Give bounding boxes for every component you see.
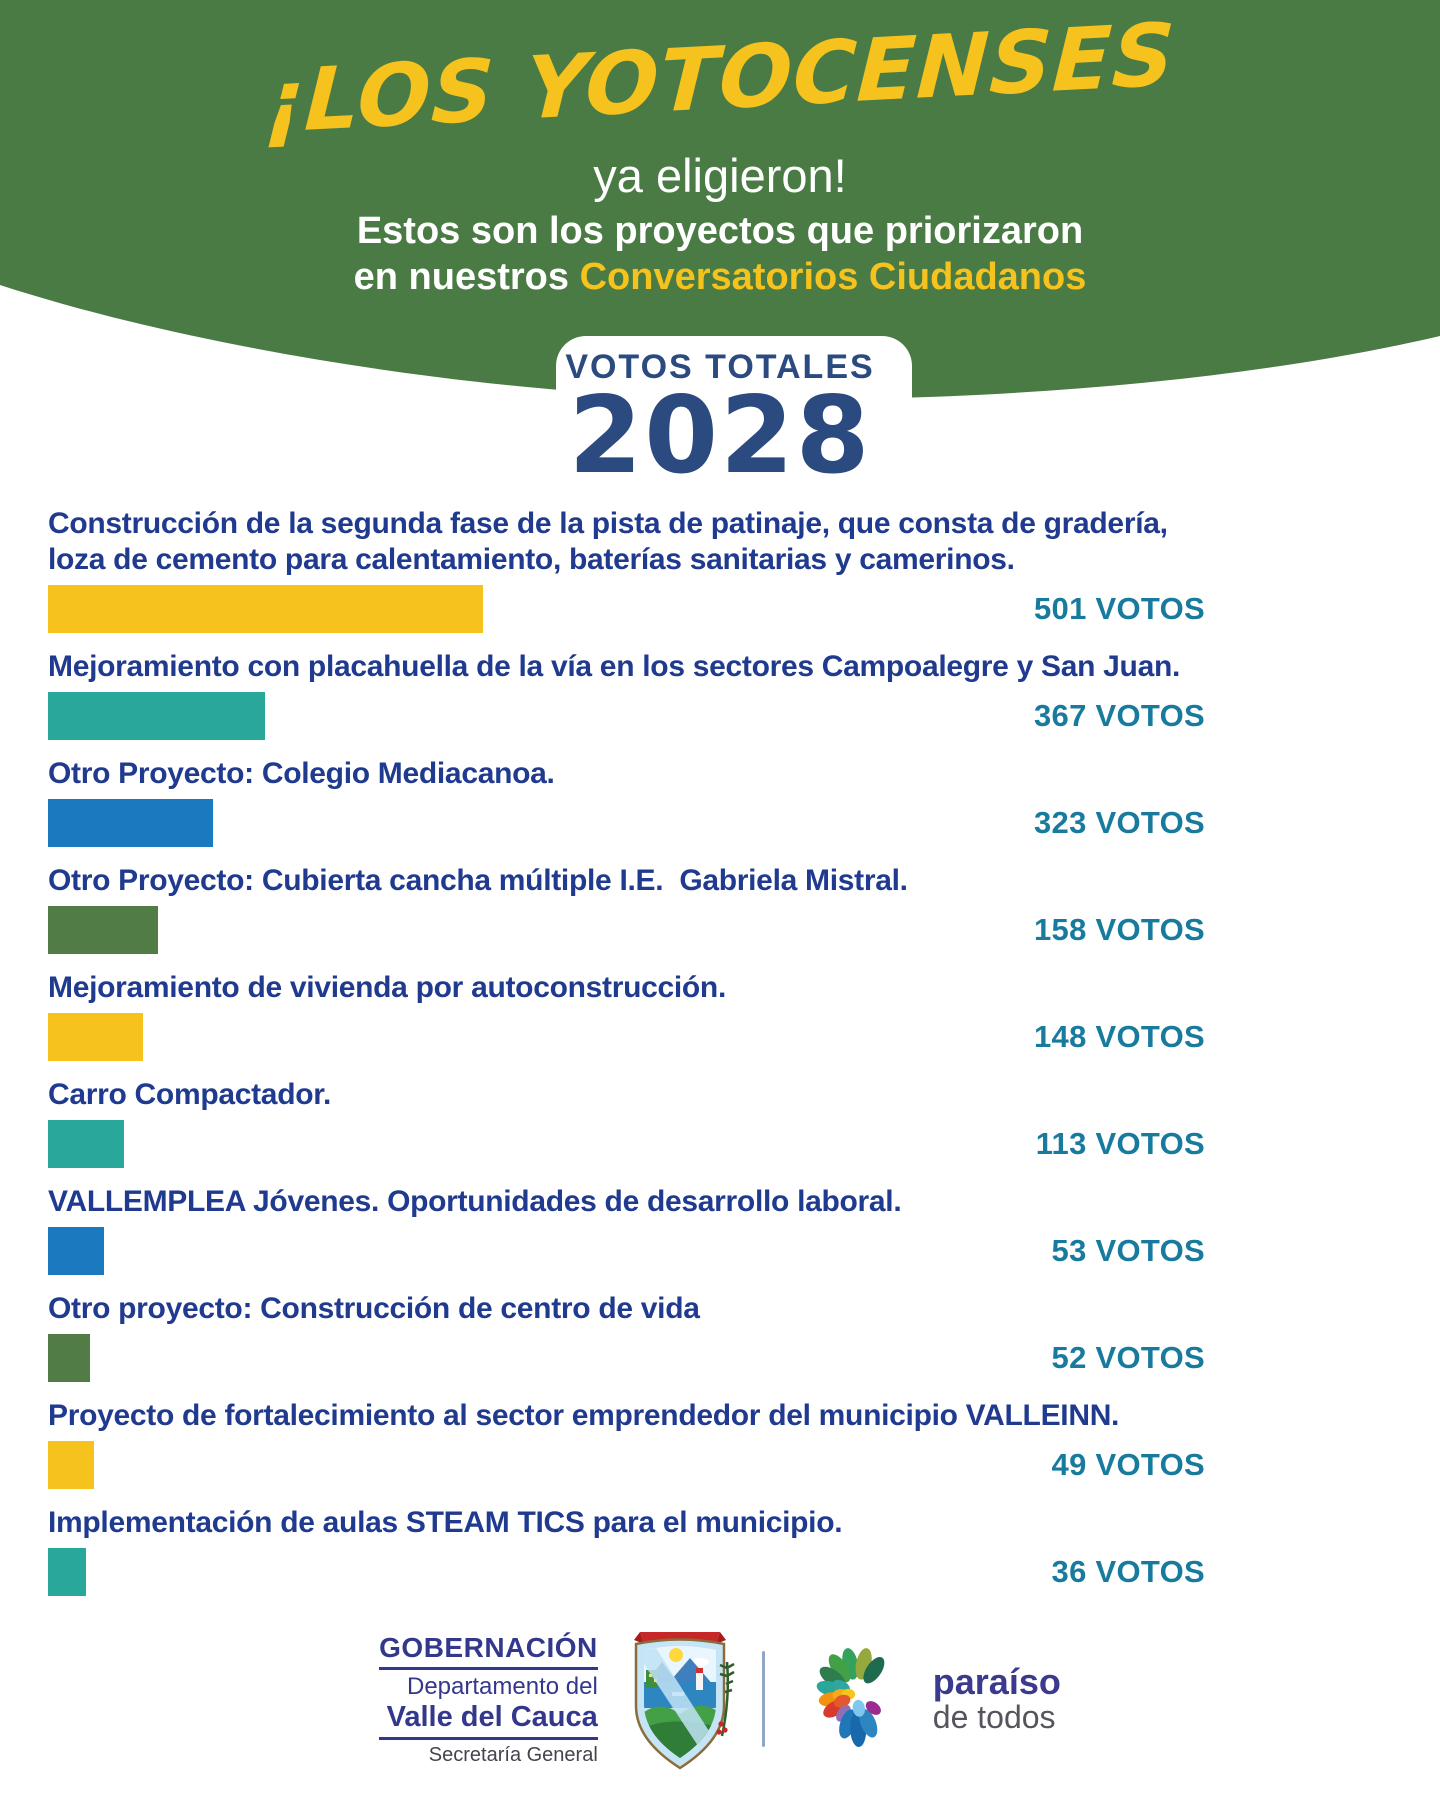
gobernacion-valle: Valle del Cauca	[379, 1701, 598, 1740]
project-votes: 53 VOTOS	[1051, 1233, 1205, 1268]
headline-subtitle: ya eligieron!	[593, 149, 847, 202]
project-title: Carro Compactador.	[48, 1078, 331, 1111]
paraiso-brand: paraíso de todos	[791, 1633, 1061, 1765]
project-votes: 49 VOTOS	[1051, 1447, 1205, 1482]
project-title: Implementación de aulas STEAM TICS para …	[48, 1506, 843, 1539]
project-title: Mejoramiento de vivienda por autoconstru…	[48, 971, 726, 1004]
project-row: Proyecto de fortalecimiento al sector em…	[48, 1398, 1205, 1489]
project-title: VALLEMPLEA Jóvenes. Oportunidades de des…	[48, 1185, 902, 1218]
header-banner: ¡LOS YOTOCENSES ya eligieron! Estos son …	[0, 0, 1440, 488]
project-row: Mejoramiento con placahuella de la vía e…	[48, 649, 1205, 740]
project-row: Carro Compactador. 113 VOTOS	[48, 1077, 1205, 1168]
totals-tab: VOTOS TOTALES 2028	[0, 348, 1440, 497]
project-row: VALLEMPLEA Jóvenes. Oportunidades de des…	[48, 1184, 1205, 1275]
project-row: Otro Proyecto: Colegio Mediacanoa. 323 V…	[48, 756, 1205, 847]
project-votes: 501 VOTOS	[1034, 591, 1205, 626]
intro-line-2-highlight: Conversatorios Ciudadanos	[579, 256, 1087, 298]
header-curve-background	[0, 0, 1440, 430]
totals-label: VOTOS TOTALES	[565, 348, 875, 386]
project-votes: 52 VOTOS	[1051, 1340, 1205, 1375]
project-row: Otro Proyecto: Cubierta cancha múltiple …	[48, 863, 1205, 954]
gobernacion-title: GOBERNACIÓN	[379, 1632, 598, 1671]
project-row: Otro proyecto: Construcción de centro de…	[48, 1291, 1205, 1382]
project-votes: 158 VOTOS	[1034, 912, 1205, 947]
project-title: Otro Proyecto: Colegio Mediacanoa.	[48, 757, 555, 790]
project-bar	[48, 906, 158, 954]
project-bar	[48, 1441, 94, 1489]
intro-line-2: en nuestros Conversatorios Ciudadanos	[0, 256, 1440, 299]
footer: GOBERNACIÓN Departamento del Valle del C…	[0, 1624, 1440, 1774]
project-votes: 36 VOTOS	[1051, 1554, 1205, 1589]
project-votes: 113 VOTOS	[1035, 1126, 1205, 1161]
project-title: Otro proyecto: Construcción de centro de…	[48, 1292, 700, 1325]
project-bar	[48, 1227, 104, 1275]
paraiso-starburst-icon	[816, 1648, 885, 1748]
project-row: Mejoramiento de vivienda por autoconstru…	[48, 970, 1205, 1061]
gobernacion-block: GOBERNACIÓN Departamento del Valle del C…	[379, 1632, 598, 1766]
intro-line-1: Estos son los proyectos que priorizaron	[356, 210, 1084, 252]
project-votes: 148 VOTOS	[1034, 1019, 1205, 1054]
de-todos-word: de todos	[932, 1699, 1056, 1736]
project-bar	[48, 1334, 90, 1382]
project-row: Construcción de la segunda fase de la pi…	[48, 506, 1205, 633]
project-bar	[48, 692, 265, 740]
footer-divider	[761, 1651, 765, 1747]
project-bar	[48, 1120, 124, 1168]
project-bar	[48, 799, 213, 847]
project-row: Implementación de aulas STEAM TICS para …	[48, 1505, 1205, 1596]
project-bar	[48, 1548, 86, 1596]
project-bar	[48, 585, 483, 633]
valle-del-cauca-coat-of-arms-icon	[633, 1632, 735, 1770]
totals-value: 2028	[568, 374, 872, 497]
project-title: Proyecto de fortalecimiento al sector em…	[48, 1399, 1120, 1432]
gobernacion-secretaria: Secretaría General	[428, 1743, 598, 1766]
paraiso-word: paraíso	[932, 1661, 1061, 1703]
project-title: Otro Proyecto: Cubierta cancha múltiple …	[48, 864, 908, 897]
projects-list: Construcción de la segunda fase de la pi…	[0, 430, 1440, 1596]
project-votes: 367 VOTOS	[1034, 698, 1205, 733]
project-bar	[48, 1013, 143, 1061]
gobernacion-departamento: Departamento del	[407, 1673, 598, 1701]
paraiso-text: paraíso de todos	[932, 1661, 1061, 1736]
project-votes: 323 VOTOS	[1034, 805, 1205, 840]
project-title: Mejoramiento con placahuella de la vía e…	[48, 650, 1181, 683]
project-title: Construcción de la segunda fase de la pi…	[48, 507, 1176, 576]
intro-line-2-prefix: en nuestros	[353, 256, 580, 298]
